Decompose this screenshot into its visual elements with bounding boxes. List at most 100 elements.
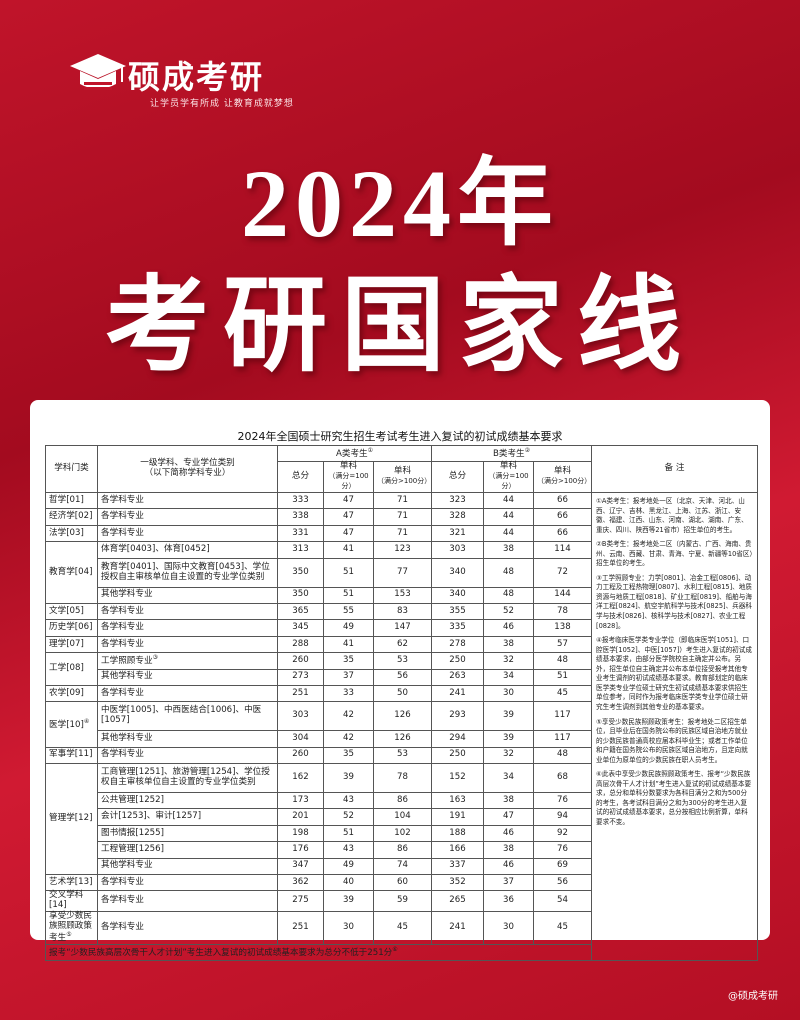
score: 54	[532, 890, 593, 913]
subject: 各学科专业	[101, 687, 144, 698]
score: 38	[483, 841, 534, 859]
header-text: 备 注	[664, 463, 685, 474]
score: 55	[323, 602, 374, 621]
score: 338	[277, 508, 324, 526]
score: 303	[277, 701, 324, 732]
score: 71	[373, 508, 432, 526]
score: 153	[373, 586, 432, 604]
subject: 各学科专业	[101, 749, 144, 760]
subject-cell: 各学科专业	[97, 524, 278, 543]
title: 考研国家线	[104, 269, 695, 384]
score: 51	[532, 668, 593, 686]
score: 36	[483, 890, 534, 913]
score: 321	[431, 524, 484, 543]
footer-cell: 报考“少数民族高层次骨干人才计划”考生进入复试的初试成绩基本要求为总分不低于25…	[44, 943, 593, 962]
header-text: 单科	[499, 461, 518, 472]
score: 44	[483, 508, 534, 526]
category-cell: 享受少数民族照顾政策考生⑤	[45, 911, 98, 945]
score: 47	[483, 808, 534, 826]
score: 49	[323, 619, 374, 637]
score: 33	[323, 684, 374, 703]
score: 38	[483, 635, 534, 654]
score: 42	[323, 701, 374, 732]
score: 191	[431, 808, 484, 826]
header-text: 学科门类	[54, 463, 89, 474]
score: 48	[483, 586, 534, 604]
score: 104	[373, 808, 432, 826]
category: 艺术学[13]	[49, 876, 93, 887]
score: 173	[277, 792, 324, 810]
table-row: 哲学[01] 各学科专业 333 47 71 323 44 66 ①A类考生：报考地处一区（北京…	[45, 492, 759, 962]
category-cell: 医学[10]④	[45, 701, 98, 748]
score: 340	[431, 586, 484, 604]
score: 71	[373, 524, 432, 543]
table-row: 文学[05] 各学科专业 365 55 83 355 52 78	[45, 602, 758, 621]
header-text: 单科	[553, 466, 572, 477]
table-row: 教育学[04] 体育学[0403]、体育[0452] 313 41 123 303 38 11…	[45, 541, 758, 604]
header-text: （以下简称学科专业）	[144, 468, 231, 478]
score: 35	[323, 746, 374, 765]
score: 123	[373, 541, 432, 559]
score: 78	[373, 763, 432, 794]
subject-cell: 工商管理[1251]、旅游管理[1254]、学位授权自主审核单位自主设置的专业学…	[97, 763, 278, 794]
header-cell: A类考生①	[277, 444, 432, 463]
subject: 其他学科专业	[101, 860, 153, 871]
score: 250	[431, 652, 484, 670]
category: 管理学[12]	[49, 813, 93, 824]
score: 60	[373, 874, 432, 892]
score: 41	[323, 635, 374, 654]
score: 331	[277, 524, 324, 543]
score: 362	[277, 874, 324, 892]
category: 工学[08]	[49, 663, 84, 674]
score: 51	[323, 557, 374, 588]
score: 71	[373, 492, 432, 510]
remark: ①A类考生：报考地处一区（北京、天津、河北、山西、辽宁、吉林、黑龙江、上海、江苏…	[596, 497, 748, 534]
score: 350	[277, 557, 324, 588]
score: 163	[431, 792, 484, 810]
score: 126	[373, 701, 432, 732]
score: 44	[483, 492, 534, 510]
score: 34	[483, 763, 534, 794]
score: 39	[323, 763, 374, 794]
header-cell: 总分	[431, 461, 484, 494]
score: 39	[483, 730, 534, 748]
header-cell: 学科门类	[45, 444, 98, 494]
score: 117	[532, 730, 593, 748]
table-row: 农学[09] 各学科专业 251 33 50 241 30 45	[45, 684, 758, 703]
footnote-mark: ⑤	[66, 930, 72, 938]
score: 56	[373, 668, 432, 686]
score: 304	[277, 730, 324, 748]
subject: 中医学[1005]、中西医结合[1006]、中医[1057]	[101, 705, 262, 726]
category-cell: 经济学[02]	[45, 508, 98, 526]
score: 251	[277, 911, 324, 945]
score: 57	[532, 635, 593, 654]
category-cell: 农学[09]	[45, 684, 98, 703]
remarks-cell: ①A类考生：报考地处一区（北京、天津、河北、山西、辽宁、吉林、黑龙江、上海、江苏…	[591, 492, 759, 962]
score: 333	[277, 492, 324, 510]
header-cell: 备 注	[591, 444, 759, 494]
subject: 各学科专业	[101, 527, 144, 538]
score: 52	[323, 808, 374, 826]
category: 军事学[11]	[49, 749, 93, 760]
score: 41	[323, 541, 374, 559]
score: 86	[373, 841, 432, 859]
category-cell: 哲学[01]	[45, 492, 98, 510]
score: 265	[431, 890, 484, 913]
score: 293	[431, 701, 484, 732]
remark: ⑥此表中享受少数民族照顾政策考生、报考“少数民族高层次骨干人才计划”考生进入复试…	[596, 770, 752, 826]
score: 188	[431, 824, 484, 843]
header-cell: 一级学科、专业学位类别 （以下简称学科专业）	[97, 444, 278, 494]
header-text: A类考生	[335, 448, 368, 459]
score: 275	[277, 890, 324, 913]
subject-cell: 各学科专业	[97, 911, 278, 945]
table-row: 军事学[11] 各学科专业 260 35 53 250 32 48	[45, 746, 758, 765]
score: 350	[277, 586, 324, 604]
footnote-mark: ⑥	[392, 945, 398, 953]
score: 32	[483, 746, 534, 765]
subject: 工学照顾专业	[101, 655, 153, 666]
remark: ②B类考生：报考地处二区（内蒙古、广西、海南、贵州、云南、西藏、甘肃、青海、宁夏…	[596, 540, 753, 568]
score: 40	[323, 874, 374, 892]
subject: 各学科专业	[101, 494, 144, 505]
header-text: （满分>100分）	[537, 477, 592, 486]
score: 45	[532, 684, 593, 703]
